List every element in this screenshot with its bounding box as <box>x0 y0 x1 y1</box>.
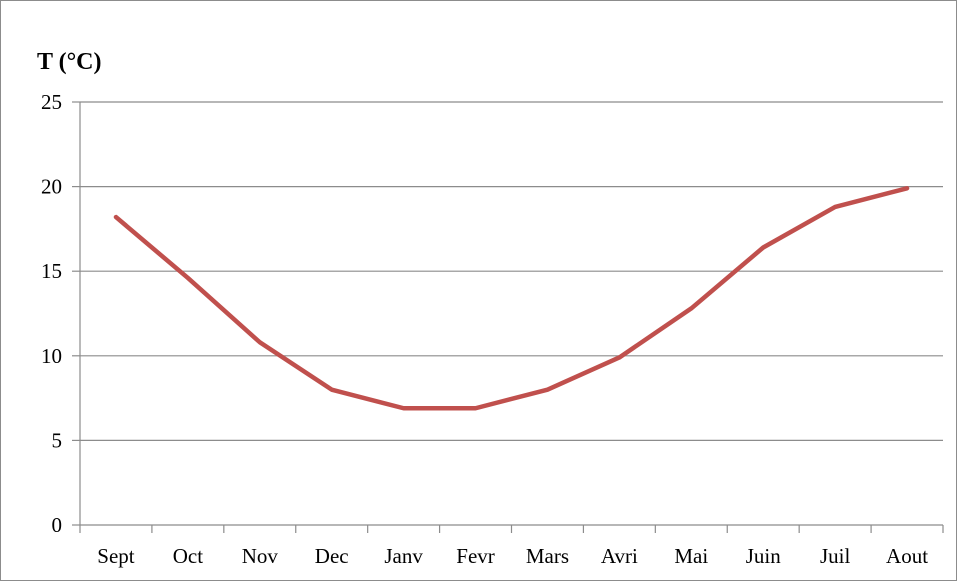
x-tick-label-juil: Juil <box>820 544 851 568</box>
x-tick-label-janv: Janv <box>384 544 423 568</box>
x-tick-label-aout: Aout <box>886 544 928 568</box>
y-tick-labels: 0 5 10 15 20 25 <box>41 90 62 537</box>
x-tick-label-dec: Dec <box>315 544 349 568</box>
x-tick-label-mai: Mai <box>674 544 708 568</box>
x-tick-label-oct: Oct <box>173 544 203 568</box>
x-tick-label-nov: Nov <box>242 544 279 568</box>
x-tick-label-avri: Avri <box>601 544 638 568</box>
x-tick-labels: Sept Oct Nov Dec Janv Fevr Mars Avri Mai Juin Juil… <box>97 544 928 568</box>
y-tick-label: 0 <box>52 513 63 537</box>
x-tick-label-mars: Mars <box>526 544 569 568</box>
series-line-0 <box>113 186 910 411</box>
gridlines <box>80 101 943 441</box>
y-tick-label: 20 <box>41 175 62 199</box>
x-tick-label-sept: Sept <box>97 544 135 568</box>
x-tick-label-juin: Juin <box>746 544 782 568</box>
x-tick-label-fevr: Fevr <box>456 544 495 568</box>
y-tick-label: 15 <box>41 259 62 283</box>
y-tick-label: 25 <box>41 90 62 114</box>
y-tick-label: 5 <box>52 428 63 452</box>
y-tick-label: 10 <box>41 344 62 368</box>
series <box>113 186 910 411</box>
y-axis-title: T (°C) <box>37 49 102 75</box>
axes <box>72 101 944 533</box>
